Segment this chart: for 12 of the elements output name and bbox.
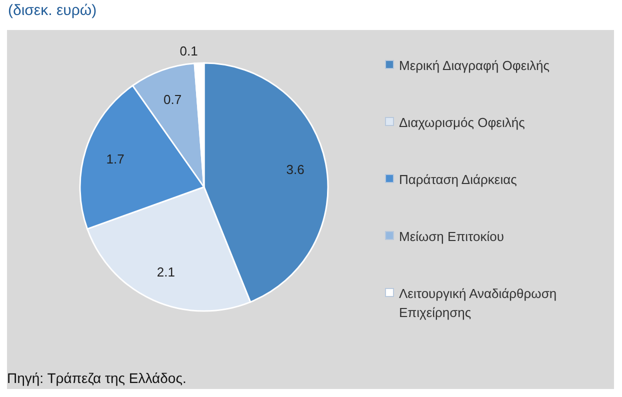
text: Πηγή: Τράπεζα της Ελλάδος.	[7, 370, 186, 386]
legend-label: Λειτουργική Αναδιάρθρωση Επιχείρησης	[399, 285, 558, 322]
chart-title: (δισεκ. ευρώ)	[8, 2, 97, 19]
data-label: 0.1	[180, 44, 198, 59]
legend-label: Διαχωρισμός Οφειλής	[399, 114, 525, 132]
data-label: 3.6	[286, 162, 304, 177]
data-label: 0.7	[164, 92, 182, 107]
data-label: 2.1	[156, 264, 175, 280]
data-label: 1.7	[106, 151, 124, 166]
legend-label: Παράταση Διάρκειας	[399, 171, 517, 189]
legend-label: Μείωση Επιτοκίου	[399, 228, 504, 246]
legend-label: Μερική Διαγραφή Οφειλής	[399, 57, 550, 75]
